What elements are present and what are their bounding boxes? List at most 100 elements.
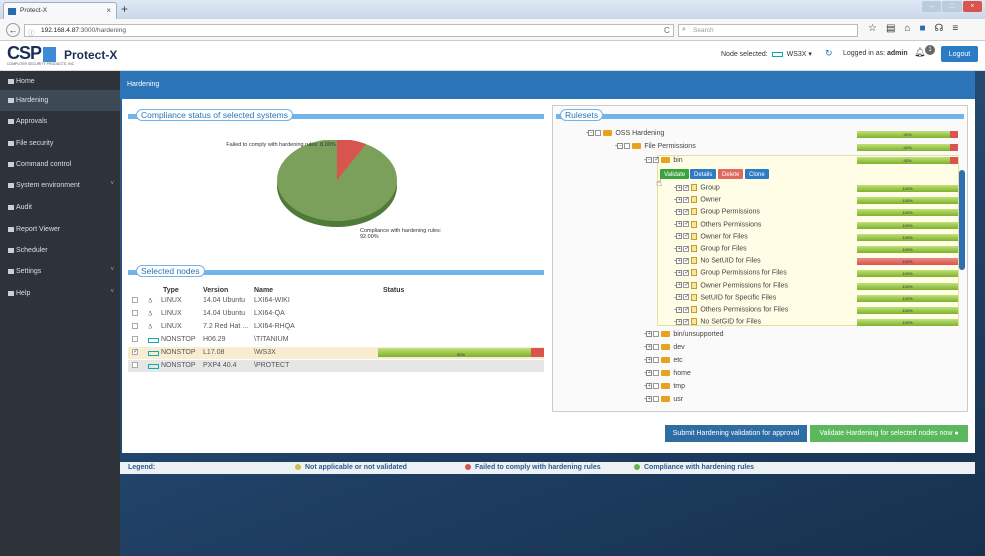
submit-approval-button[interactable]: Submit Hardening validation for approval xyxy=(665,425,807,442)
tree-node-rule[interactable]: - + ✓ Others Permissions xyxy=(674,220,761,233)
tree-checkbox[interactable]: ✓ xyxy=(683,269,690,276)
expand-icon[interactable]: + xyxy=(676,196,683,203)
row-checkbox[interactable] xyxy=(132,297,138,303)
row-checkbox[interactable] xyxy=(132,362,138,368)
refresh-icon[interactable]: ↻ xyxy=(825,48,833,58)
expand-icon[interactable]: + xyxy=(676,233,683,240)
extension-icon[interactable]: ■ xyxy=(919,23,926,34)
row-checkbox[interactable]: ✓ xyxy=(132,349,139,355)
tree-node-file-permissions[interactable]: - − File Permissions xyxy=(615,143,696,155)
expand-icon[interactable]: + xyxy=(646,356,653,363)
star-icon[interactable]: ☆ xyxy=(868,23,877,34)
tree-node-folder[interactable]: - + bin/unsupported xyxy=(644,331,724,343)
expand-icon[interactable]: + xyxy=(646,344,653,351)
tree-node-bin[interactable]: - − ✓ bin xyxy=(644,157,683,169)
tree-checkbox[interactable]: ✓ xyxy=(683,196,690,203)
sidebar-item-help[interactable]: Help ˅ xyxy=(0,283,120,304)
tree-checkbox[interactable]: ✓ xyxy=(683,184,690,191)
tree-checkbox[interactable]: ✓ xyxy=(683,282,690,289)
tree-node-rule[interactable]: - + ✓ Others Permissions for Files xyxy=(674,306,788,318)
tree-checkbox[interactable] xyxy=(653,382,660,389)
expand-icon[interactable]: + xyxy=(646,331,653,338)
tree-checkbox[interactable]: ✓ xyxy=(683,318,690,325)
tree-checkbox[interactable]: ✓ xyxy=(683,221,690,228)
clone-button[interactable]: Clone xyxy=(745,169,769,179)
tree-checkbox[interactable]: ✓ xyxy=(683,306,690,313)
sidebar-item-approvals[interactable]: Approvals xyxy=(0,111,120,132)
menu-icon[interactable]: ≡ xyxy=(952,23,959,34)
tree-checkbox[interactable] xyxy=(653,369,660,376)
sidebar-item-scheduler[interactable]: Scheduler xyxy=(0,240,120,261)
tree-checkbox[interactable] xyxy=(653,395,660,402)
tree-checkbox[interactable]: ✓ xyxy=(683,245,690,252)
tree-node-folder[interactable]: - + tmp xyxy=(644,383,685,395)
row-checkbox[interactable] xyxy=(132,323,138,329)
tree-checkbox[interactable]: ✓ xyxy=(683,233,690,240)
row-checkbox[interactable] xyxy=(132,336,138,342)
sidebar-item-hardening[interactable]: Hardening xyxy=(0,90,120,111)
tree-checkbox[interactable] xyxy=(653,356,660,363)
tree-checkbox[interactable]: ✓ xyxy=(683,294,690,301)
tree-scrollbar[interactable] xyxy=(959,170,965,270)
table-row[interactable]: NONSTOP H06.29 \TITANIUM xyxy=(128,334,544,346)
expand-icon[interactable]: + xyxy=(676,257,683,264)
tree-checkbox[interactable] xyxy=(595,130,602,137)
tree-node-folder[interactable]: - + etc xyxy=(644,357,683,369)
table-row[interactable]: 🐧︎ LINUX 14.04 Ubuntu LXI64-WIKI xyxy=(128,295,544,307)
sync-icon[interactable]: ☊ xyxy=(934,23,944,34)
expand-icon[interactable]: + xyxy=(676,282,683,289)
reload-icon[interactable]: C xyxy=(664,26,670,35)
expand-icon[interactable]: + xyxy=(646,395,653,402)
expand-icon[interactable]: + xyxy=(676,208,683,215)
close-window-icon[interactable]: × xyxy=(962,1,982,12)
table-row[interactable]: 🐧︎ LINUX 14.04 Ubuntu LXI64-QA xyxy=(128,308,544,320)
close-tab-icon[interactable]: × xyxy=(106,6,111,15)
browser-tab[interactable]: Protect-X × xyxy=(3,2,117,19)
sidebar-item-settings[interactable]: Settings ˅ xyxy=(0,261,120,282)
tree-checkbox[interactable]: ✓ xyxy=(683,208,690,215)
sidebar-item-file-security[interactable]: File security xyxy=(0,133,120,154)
tree-checkbox[interactable]: ✓ xyxy=(683,257,690,264)
home-icon[interactable]: ⌂ xyxy=(904,23,911,34)
tree-node-rule[interactable]: - + ✓ No SetUID for Files xyxy=(674,257,761,269)
tree-checkbox[interactable] xyxy=(653,344,660,351)
validate-now-button[interactable]: Validate Hardening for selected nodes no… xyxy=(810,425,968,442)
sidebar-item-home[interactable]: Home xyxy=(0,71,120,92)
maximize-icon[interactable]: □ xyxy=(942,1,962,12)
back-arrow-icon[interactable]: ← xyxy=(6,23,20,37)
tree-node-rule[interactable]: - + ✓ Owner for Files xyxy=(674,232,748,245)
delete-button[interactable]: Delete xyxy=(718,169,744,179)
address-bar[interactable]: ⓘ 192.168.4.87:3000/hardening xyxy=(24,24,674,37)
new-tab-icon[interactable]: + xyxy=(121,2,129,16)
minimize-icon[interactable]: – xyxy=(922,1,942,12)
details-button[interactable]: Details xyxy=(690,169,717,179)
tree-checkbox[interactable] xyxy=(653,331,660,338)
sidebar-item-command-control[interactable]: Command control xyxy=(0,154,120,175)
tree-node-rule[interactable]: - + ✓ Owner xyxy=(674,196,721,208)
sidebar-item-audit[interactable]: Audit xyxy=(0,197,120,218)
tree-node-rule[interactable]: - + ✓ Group Permissions xyxy=(674,208,760,220)
expand-icon[interactable]: + xyxy=(676,184,683,191)
tree-node-folder[interactable]: - + usr xyxy=(644,396,683,408)
tree-node-oss-hardening[interactable]: - − OSS Hardening xyxy=(586,130,664,142)
tree-node-folder[interactable]: - + dev xyxy=(644,344,685,356)
tree-node-rule[interactable]: - + ✓ Group Permissions for Files xyxy=(674,269,787,281)
expand-icon[interactable]: + xyxy=(676,221,683,228)
validate-button[interactable]: Validate xyxy=(660,169,690,179)
logout-button[interactable]: Logout xyxy=(941,46,978,62)
expand-icon[interactable]: + xyxy=(646,382,653,389)
expand-icon[interactable]: + xyxy=(676,306,683,313)
expand-icon[interactable]: + xyxy=(646,369,653,376)
tree-checkbox[interactable] xyxy=(624,143,631,150)
tree-node-rule[interactable]: - + ✓ Group xyxy=(674,184,720,196)
tree-node-rule[interactable]: - + ✓ Owner Permissions for Files xyxy=(674,281,788,294)
collapse-icon[interactable]: − xyxy=(617,143,624,150)
row-checkbox[interactable] xyxy=(132,310,138,316)
expand-icon[interactable]: + xyxy=(676,245,683,252)
table-row-selected[interactable]: ✓ NONSTOP L17.08 \WS3X 92% xyxy=(128,347,544,359)
tree-node-rule[interactable]: - + ✓ SetUID for Specific Files xyxy=(674,293,776,306)
sidebar-item-report-viewer[interactable]: Report Viewer xyxy=(0,219,120,240)
node-selector[interactable]: Node selected: WS3X ▾ xyxy=(721,50,812,58)
browser-search-input[interactable]: ⌕ Search xyxy=(678,24,858,37)
table-row[interactable]: 🐧︎ LINUX 7.2 Red Hat ... LXI64-RHQA xyxy=(128,321,544,333)
